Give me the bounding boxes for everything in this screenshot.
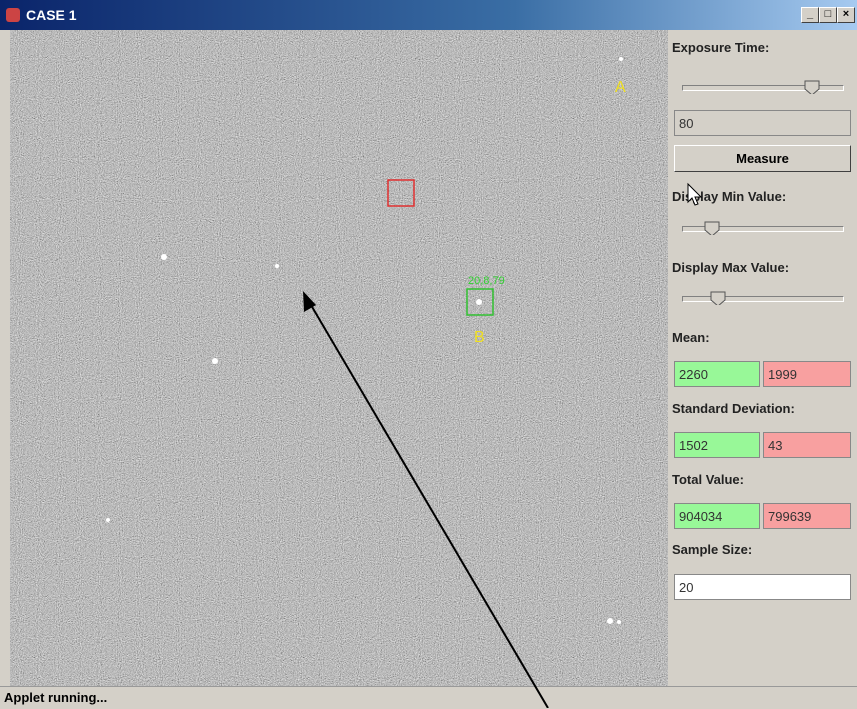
exposure-label: Exposure Time:	[672, 40, 770, 55]
total-label: Total Value:	[672, 472, 744, 487]
exposure-field[interactable]: 80	[674, 110, 851, 136]
label-b: B	[474, 329, 485, 346]
mean-field: 1999	[763, 361, 851, 387]
sample-label: Sample Size:	[672, 542, 753, 557]
std-field: 1502	[674, 432, 760, 458]
minimize-button[interactable]: _	[801, 7, 819, 23]
display-max-slider[interactable]	[682, 296, 844, 302]
display-min-label: Display Min Value:	[672, 189, 787, 204]
window-title: CASE 1	[26, 7, 77, 23]
slider-thumb[interactable]	[710, 291, 726, 305]
title-bar: CASE 1	[0, 0, 857, 30]
exposure-slider[interactable]	[682, 85, 844, 91]
sample-field[interactable]: 20	[674, 574, 851, 600]
image-view: 20,8,79 A B	[10, 30, 668, 686]
status-bar: Applet running...	[0, 686, 857, 708]
std-label: Standard Deviation:	[672, 401, 795, 416]
display-max-label: Display Max Value:	[672, 260, 790, 275]
noise	[10, 30, 668, 686]
app-icon	[6, 8, 20, 22]
std-field: 43	[763, 432, 851, 458]
measure-button[interactable]: Measure	[674, 145, 851, 172]
slider-thumb[interactable]	[704, 221, 720, 235]
close-button[interactable]: ×	[837, 7, 855, 23]
slider-thumb[interactable]	[804, 80, 820, 94]
marker-text: 20,8,79	[468, 275, 505, 287]
display-min-slider[interactable]	[682, 226, 844, 232]
mean-label: Mean:	[672, 330, 710, 345]
mean-field: 2260	[674, 361, 760, 387]
maximize-button[interactable]: □	[819, 7, 837, 23]
total-field: 799639	[763, 503, 851, 529]
roi-red	[387, 179, 415, 207]
label-a: A	[615, 79, 626, 96]
total-field: 904034	[674, 503, 760, 529]
